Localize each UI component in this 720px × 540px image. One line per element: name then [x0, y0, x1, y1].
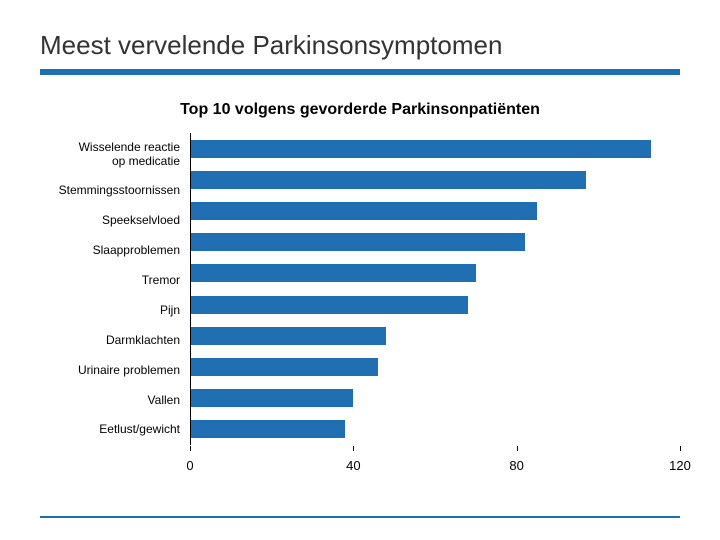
- plot-area: [190, 133, 680, 445]
- y-axis-label: Speekselvloed: [40, 214, 190, 227]
- y-axis-label: Pijn: [40, 304, 190, 317]
- bar-row: [190, 357, 680, 377]
- bar: [190, 296, 468, 314]
- x-tick-label: 40: [346, 458, 360, 473]
- bar-row: [190, 419, 680, 439]
- y-axis-label: Darmklachten: [40, 334, 190, 347]
- bar: [190, 327, 386, 345]
- x-tick-mark: [517, 446, 518, 451]
- bar-row: [190, 263, 680, 283]
- x-tick-label: 120: [669, 458, 691, 473]
- bar: [190, 171, 586, 189]
- bar-row: [190, 388, 680, 408]
- x-tick-label: 80: [509, 458, 523, 473]
- bar-row: [190, 139, 680, 159]
- x-tick-mark: [680, 446, 681, 451]
- bar: [190, 389, 353, 407]
- slide: Meest vervelende Parkinsonsymptomen Top …: [0, 0, 720, 540]
- bar: [190, 140, 651, 158]
- y-axis-label: Vallen: [40, 394, 190, 407]
- bar: [190, 264, 476, 282]
- x-tick-label: 0: [186, 458, 193, 473]
- bar-row: [190, 295, 680, 315]
- x-tick-mark: [190, 446, 191, 451]
- bar: [190, 420, 345, 438]
- bar-row: [190, 326, 680, 346]
- y-axis-label: Wisselende reactie op medicatie: [40, 141, 190, 167]
- y-axis-labels: Wisselende reactie op medicatie Stemmings…: [40, 133, 190, 445]
- y-axis-label: Stemmingsstoornissen: [40, 184, 190, 197]
- x-tick-mark: [353, 446, 354, 451]
- bar-row: [190, 201, 680, 221]
- bar: [190, 202, 537, 220]
- y-axis-line: [190, 133, 191, 445]
- y-axis-label: Slaapproblemen: [40, 244, 190, 257]
- bar-row: [190, 232, 680, 252]
- title-underline: [40, 69, 680, 75]
- bars-container: [190, 133, 680, 445]
- y-axis-label: Urinaire problemen: [40, 364, 190, 377]
- chart: Wisselende reactie op medicatie Stemmings…: [40, 133, 680, 473]
- bar-row: [190, 170, 680, 190]
- page-title: Meest vervelende Parkinsonsymptomen: [40, 30, 680, 67]
- y-axis-label: Tremor: [40, 274, 190, 287]
- chart-subtitle: Top 10 volgens gevorderde Parkinsonpatië…: [40, 101, 680, 119]
- footer-rule: [40, 516, 680, 518]
- bar: [190, 233, 525, 251]
- y-axis-label: Eetlust/gewicht: [40, 423, 190, 436]
- bar: [190, 358, 378, 376]
